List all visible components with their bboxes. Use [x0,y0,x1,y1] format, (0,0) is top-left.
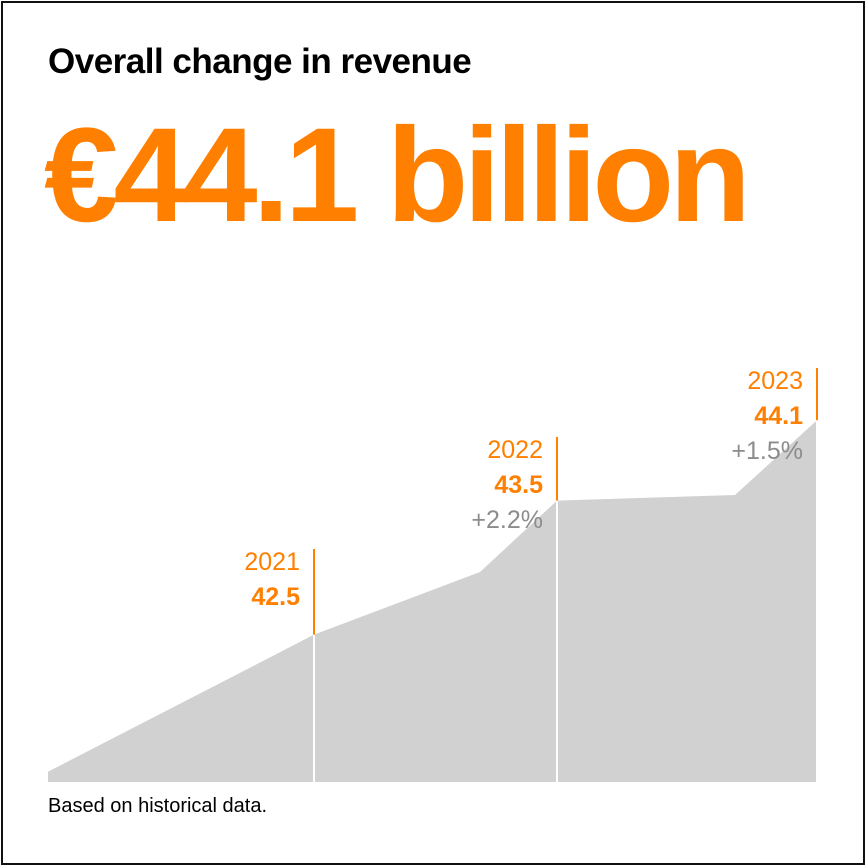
year-label-2023: 2023 [747,367,803,395]
value-label-2023: 44.1 [754,402,803,430]
year-label-2021: 2021 [244,548,300,576]
value-label-2021: 42.5 [251,583,300,611]
value-label-2022: 43.5 [494,471,543,499]
footnote: Based on historical data. [48,795,268,817]
year-label-2022: 2022 [487,436,543,464]
revenue-area [48,420,817,782]
headline-figure: €44.1 billion [44,101,751,250]
change-label-2023: +1.5% [731,437,803,465]
change-label-2022: +2.2% [471,506,543,534]
chart-title: Overall change in revenue [48,42,472,81]
